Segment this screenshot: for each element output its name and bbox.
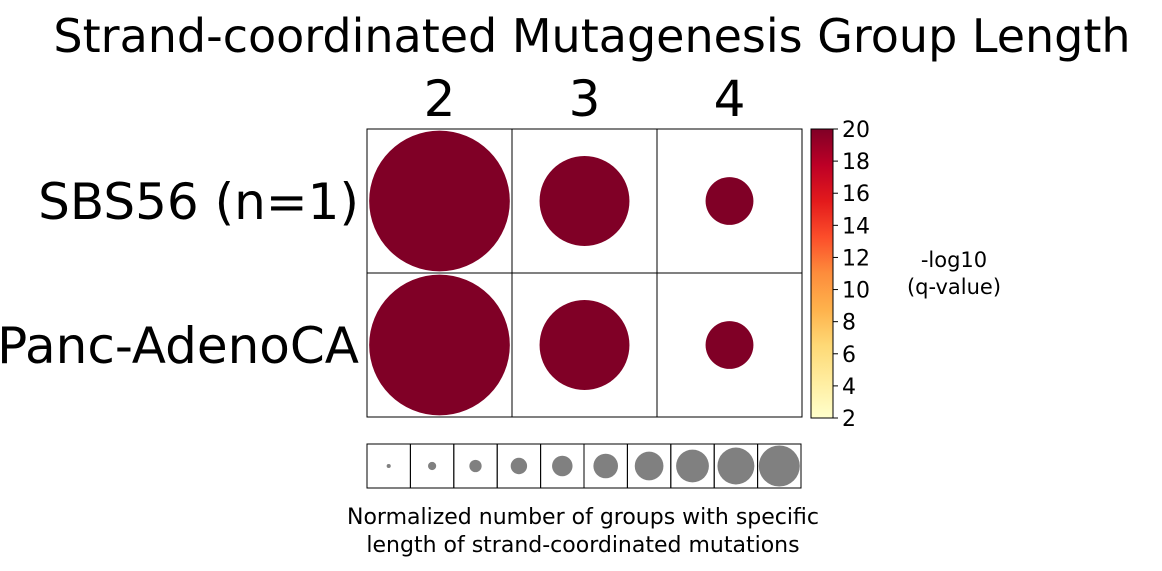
grid-cell	[656, 272, 803, 418]
row-labels: SBS56 (n=1) Panc-AdenoCA	[0, 173, 359, 375]
colorbar-tick-label: 6	[842, 343, 856, 368]
colorbar: 2 4 6 8 10 12 14 16 18 20 -log10 (q-value)	[810, 118, 1001, 432]
bubble-cell-0	[369, 130, 510, 272]
colorbar-tick-label: 2	[842, 407, 856, 432]
colorbar-tick-label: 16	[842, 182, 870, 207]
bubble-cell-4	[539, 300, 630, 390]
size-legend-circle-6	[634, 451, 664, 481]
colorbar-tick-label: 18	[842, 150, 870, 175]
colorbar-tick-label: 14	[842, 214, 870, 239]
colorbar-tick-label: 10	[842, 279, 870, 304]
column-label: 2	[424, 70, 456, 128]
size-legend-circle-4	[552, 455, 573, 477]
size-legend-circle-0	[386, 463, 391, 469]
colorbar-gradient	[810, 128, 834, 419]
bubbles	[369, 130, 754, 416]
size-legend-circle-1	[428, 461, 437, 471]
bubble-cell-3	[369, 274, 510, 416]
size-legend-circle-7	[676, 449, 709, 483]
row-label: Panc-AdenoCA	[0, 317, 359, 375]
bubble-cell-2	[705, 177, 754, 225]
column-labels: 2 3 4	[424, 70, 746, 128]
size-legend-cell	[757, 443, 802, 489]
colorbar-tick-label: 12	[842, 246, 870, 271]
colorbar-tick-label: 8	[842, 311, 856, 336]
size-legend-label-line2: length of strand-coordinated mutations	[366, 533, 799, 558]
size-legend-circle-8	[717, 447, 755, 485]
size-legend-label-line1: Normalized number of groups with specifi…	[347, 505, 819, 530]
colorbar-label-line2: (q-value)	[907, 275, 1001, 299]
chart-title: Strand-coordinated Mutagenesis Group Len…	[53, 9, 1130, 63]
size-legend-circle-9	[758, 445, 800, 487]
heatmap-grid	[366, 128, 803, 418]
size-legend-circle-3	[510, 457, 528, 475]
size-legend-circle-2	[469, 459, 482, 473]
column-label: 4	[714, 70, 746, 128]
size-legend	[366, 443, 802, 489]
row-label: SBS56 (n=1)	[38, 173, 359, 231]
column-label: 3	[569, 70, 601, 128]
colorbar-tick-label: 4	[842, 375, 856, 400]
colorbar-label-line1: -log10	[921, 248, 987, 272]
colorbar-tick-label: 20	[842, 118, 870, 143]
colorbar-ticks: 2 4 6 8 10 12 14 16 18 20	[833, 118, 870, 432]
bubble-cell-1	[539, 156, 630, 246]
size-legend-circle-5	[593, 453, 618, 479]
bubble-cell-5	[705, 321, 754, 369]
